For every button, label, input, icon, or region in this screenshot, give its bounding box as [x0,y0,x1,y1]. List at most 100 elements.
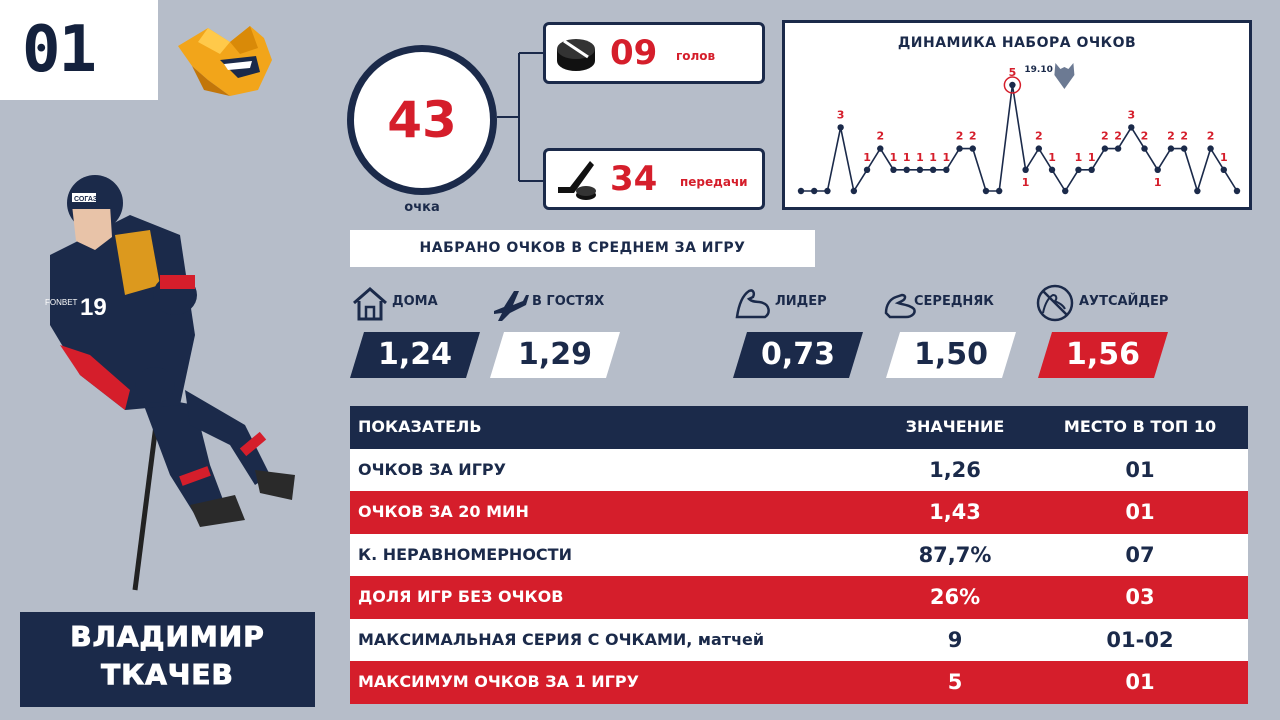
row-indicator: К. НЕРАВНОМЕРНОСТИ [358,544,572,564]
row-rank: 01 [1125,670,1155,694]
stats-table: ПОКАЗАТЕЛЬ ЗНАЧЕНИЕ МЕСТО В ТОП 10 ОЧКОВ… [350,406,1248,704]
row-indicator: МАКСИМУМ ОЧКОВ ЗА 1 ИГРУ [358,672,639,691]
series-line [801,84,1238,194]
data-point [1180,145,1188,152]
row-indicator: ОЧКОВ ЗА 20 МИН [358,502,529,521]
data-point [916,166,924,173]
data-label: 1 [903,151,911,164]
jersey-sponsor-fonbet: FONBET [45,298,78,307]
data-point [837,124,844,131]
assists-value: 34 [610,159,658,199]
away-value-box: 1,29 [490,332,620,378]
data-point [1075,166,1082,173]
jersey-number: 19 [80,294,107,321]
row-rank: 01 [1125,457,1155,482]
data-label: 1 [929,151,937,164]
rank-number: 01 [22,13,97,87]
data-label: 3 [837,108,845,121]
row-indicator: ДОЛЯ ИГР БЕЗ ОЧКОВ [358,587,564,606]
data-point [1154,166,1161,173]
data-label: 1 [863,151,871,164]
row-value: 9 [947,627,963,652]
data-label: 2 [1101,130,1109,143]
header-rank: МЕСТО В ТОП 10 [1063,417,1217,436]
average-header: НАБРАНО ОЧКОВ В СРЕДНЕМ ЗА ИГРУ [350,230,815,267]
table-row: МАКСИМУМ ОЧКОВ ЗА 1 ИГРУ 5 01 [350,661,1248,704]
table-header-row: ПОКАЗАТЕЛЬ ЗНАЧЕНИЕ МЕСТО В ТОП 10 [350,406,1248,449]
data-point [1048,166,1056,173]
middle-value: 1,50 [913,337,989,372]
data-label: 2 [1207,130,1215,143]
row-rank: 01 [1125,500,1155,524]
row-value: 26% [929,585,981,609]
table-row: МАКСИМАЛЬНАЯ СЕРИЯ С ОЧКАМИ, матчей 9 01… [350,618,1248,661]
points-connector [497,52,543,182]
data-point [1207,145,1214,152]
row-value: 1,43 [929,500,981,524]
data-point [1062,187,1069,195]
data-point [1128,124,1135,131]
total-points-label: очка [404,200,440,215]
home-label: ДОМА [392,294,438,309]
data-label: 1 [1048,151,1056,164]
data-label: 1 [1088,151,1096,164]
goals-label: голов [676,49,716,63]
team-logo-icon [178,26,272,96]
data-label: 5 [1009,66,1017,79]
bicep-icon [735,289,770,319]
data-label: 1 [943,151,951,164]
total-points-circle: 43 [347,45,497,195]
data-point [1101,145,1109,152]
middle-label: СЕРЕДНЯК [914,294,994,309]
table-row: ОЧКОВ ЗА 20 МИН 1,43 01 [350,491,1248,534]
arm-icon [884,293,916,319]
data-point [956,145,963,152]
data-point [863,166,871,173]
player-photo: 19 FONBET СОГАЗ [45,175,295,591]
data-label: 2 [1180,130,1188,143]
data-point [943,166,950,173]
goals-box: 09 голов [543,22,765,84]
player-last-name: ТКАЧЕВ [101,658,234,692]
row-value: 87,7% [918,542,992,567]
data-point [982,187,990,195]
data-point [969,145,976,152]
data-label: 2 [1141,130,1149,143]
data-label: 1 [1154,176,1162,189]
data-point [850,187,858,195]
data-label: 3 [1127,108,1135,121]
data-point [1114,145,1122,152]
row-value: 5 [947,670,963,694]
data-label: 1 [1220,151,1228,164]
row-value: 1,26 [929,457,981,482]
row-rank: 03 [1125,585,1155,609]
table-row: ОЧКОВ ЗА ИГРУ 1,26 01 [350,448,1248,491]
highlight-date: 19.10 [1024,65,1052,75]
assists-box: 34 передачи [543,148,765,210]
data-point [1009,81,1016,89]
data-point [1194,187,1201,195]
home-value: 1,24 [377,337,453,372]
data-point [824,187,831,195]
away-category: В ГОСТЯХ [490,283,620,323]
goals-value: 09 [610,33,658,73]
away-value: 1,29 [517,337,593,372]
player-first-name: ВЛАДИМИР [70,620,265,654]
rank-box: 01 [0,0,158,100]
data-label: 2 [956,130,964,143]
data-point [1233,187,1241,195]
data-point [1022,166,1029,173]
average-header-text: НАБРАНО ОЧКОВ В СРЕДНЕМ ЗА ИГРУ [419,240,746,256]
outsider-value-box: 1,56 [1038,332,1168,378]
data-label: 2 [876,130,884,143]
leader-value-box: 0,73 [733,332,863,378]
header-value: ЗНАЧЕНИЕ [905,417,1005,436]
highlight-ring [1003,76,1022,94]
leader-value: 0,73 [760,337,836,372]
airplane-icon [494,291,529,321]
no-bicep-icon [1036,284,1074,322]
data-point [877,145,884,152]
data-point [1088,166,1095,173]
